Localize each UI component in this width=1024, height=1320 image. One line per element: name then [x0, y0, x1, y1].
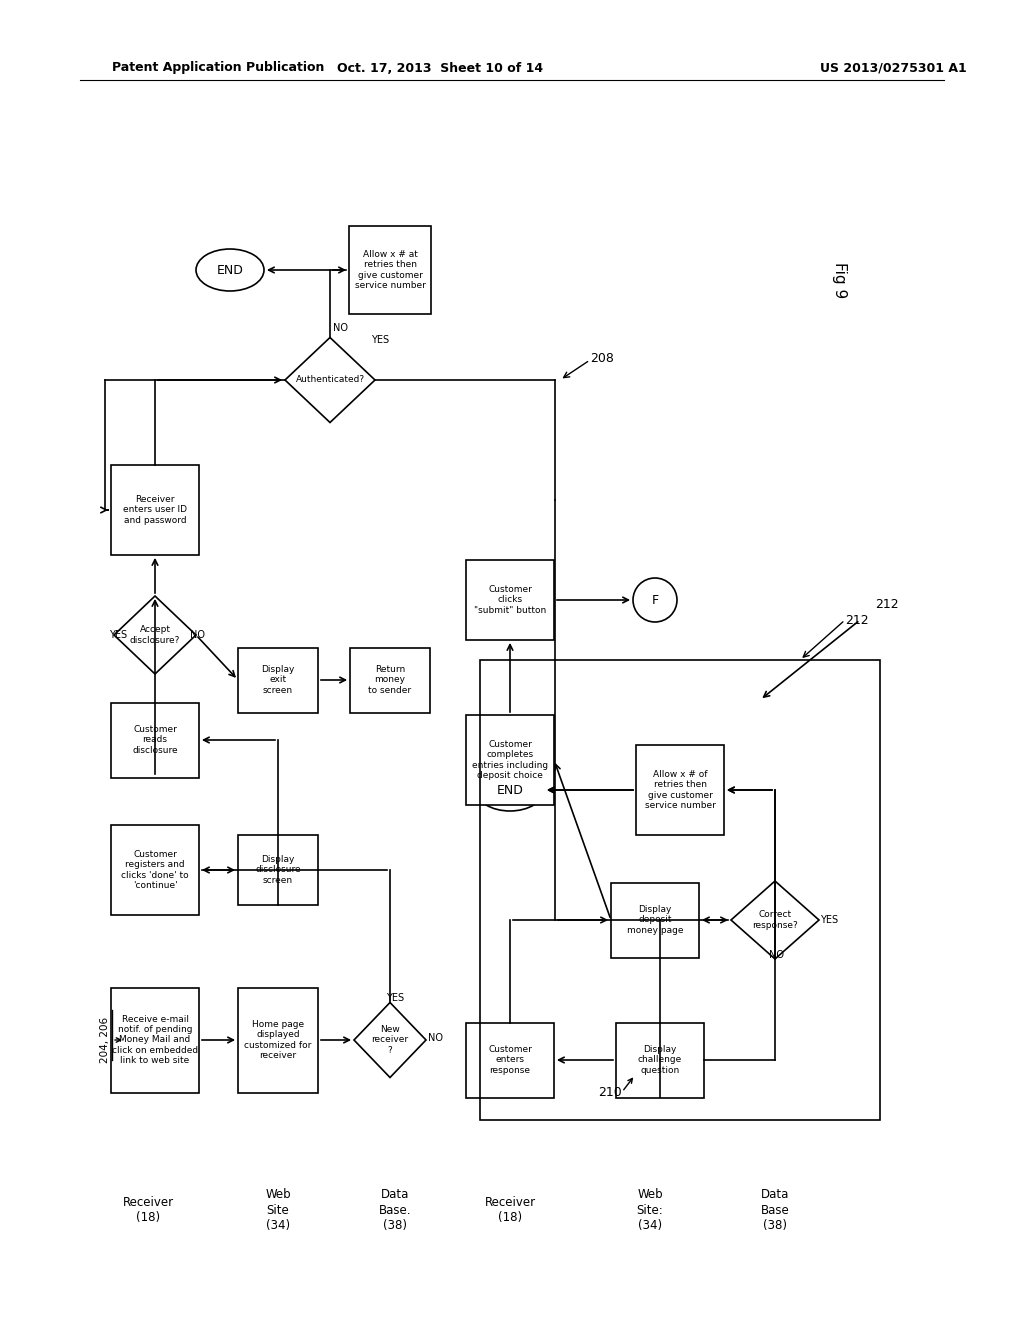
Text: Receiver
enters user ID
and password: Receiver enters user ID and password	[123, 495, 187, 525]
FancyBboxPatch shape	[466, 560, 554, 640]
Text: 212: 212	[874, 598, 899, 611]
Text: NO: NO	[428, 1034, 443, 1043]
Polygon shape	[731, 880, 819, 960]
FancyBboxPatch shape	[238, 836, 318, 906]
Ellipse shape	[196, 249, 264, 290]
Text: Correct
response?: Correct response?	[752, 911, 798, 929]
Ellipse shape	[476, 770, 544, 810]
Text: 212: 212	[845, 614, 868, 627]
FancyBboxPatch shape	[611, 883, 699, 957]
Text: F: F	[651, 594, 658, 606]
FancyBboxPatch shape	[636, 744, 724, 836]
Text: NO: NO	[333, 323, 348, 333]
FancyBboxPatch shape	[350, 648, 430, 713]
Text: YES: YES	[386, 993, 404, 1003]
Text: Web
Site:
(34): Web Site: (34)	[637, 1188, 664, 1232]
Text: Display
deposit
money page: Display deposit money page	[627, 906, 683, 935]
FancyBboxPatch shape	[111, 825, 199, 915]
FancyBboxPatch shape	[349, 226, 431, 314]
Text: Patent Application Publication: Patent Application Publication	[112, 62, 325, 74]
FancyBboxPatch shape	[238, 987, 318, 1093]
FancyBboxPatch shape	[238, 648, 318, 713]
Text: Receiver
(18): Receiver (18)	[484, 1196, 536, 1224]
Text: END: END	[497, 784, 523, 796]
Text: Fig 9: Fig 9	[833, 261, 848, 298]
Text: 208: 208	[590, 351, 613, 364]
Text: NO: NO	[190, 630, 205, 640]
FancyBboxPatch shape	[616, 1023, 705, 1097]
Text: Return
money
to sender: Return money to sender	[369, 665, 412, 694]
Text: Authenticated?: Authenticated?	[296, 375, 365, 384]
Text: 210: 210	[598, 1085, 622, 1098]
Polygon shape	[354, 1002, 426, 1077]
Text: Home page
displayed
customized for
receiver: Home page displayed customized for recei…	[245, 1020, 311, 1060]
Text: Display
challenge
question: Display challenge question	[638, 1045, 682, 1074]
Text: YES: YES	[820, 915, 838, 925]
Text: YES: YES	[109, 630, 127, 640]
FancyBboxPatch shape	[111, 702, 199, 777]
Text: Allow x # of
retries then
give customer
service number: Allow x # of retries then give customer …	[644, 770, 716, 810]
Polygon shape	[285, 338, 375, 422]
Text: Receiver
(18): Receiver (18)	[123, 1196, 173, 1224]
Text: Data
Base
(38): Data Base (38)	[761, 1188, 790, 1232]
Text: US 2013/0275301 A1: US 2013/0275301 A1	[820, 62, 967, 74]
Text: YES: YES	[371, 335, 389, 345]
Text: Receive e-mail
notif. of pending
Money Mail and
click on embedded
link to web si: Receive e-mail notif. of pending Money M…	[112, 1015, 198, 1065]
Circle shape	[633, 578, 677, 622]
Text: Web
Site
(34): Web Site (34)	[265, 1188, 291, 1232]
Text: 204, 206: 204, 206	[100, 1016, 110, 1063]
Text: Customer
enters
response: Customer enters response	[488, 1045, 531, 1074]
Text: New
receiver
?: New receiver ?	[372, 1026, 409, 1055]
FancyBboxPatch shape	[466, 715, 554, 805]
Text: Display
disclosure
screen: Display disclosure screen	[255, 855, 301, 884]
FancyBboxPatch shape	[111, 987, 199, 1093]
Text: Customer
clicks
"submit" button: Customer clicks "submit" button	[474, 585, 546, 615]
FancyBboxPatch shape	[111, 465, 199, 554]
Text: Accept
disclosure?: Accept disclosure?	[130, 626, 180, 644]
Text: Display
exit
screen: Display exit screen	[261, 665, 295, 694]
Text: Oct. 17, 2013  Sheet 10 of 14: Oct. 17, 2013 Sheet 10 of 14	[337, 62, 543, 74]
FancyBboxPatch shape	[466, 1023, 554, 1097]
Text: Customer
completes
entries including
deposit choice: Customer completes entries including dep…	[472, 741, 548, 780]
Text: Customer
reads
disclosure: Customer reads disclosure	[132, 725, 178, 755]
Text: END: END	[216, 264, 244, 276]
Text: Customer
registers and
clicks 'done' to
'continue': Customer registers and clicks 'done' to …	[121, 850, 188, 890]
Polygon shape	[114, 597, 196, 675]
Text: Allow x # at
retries then
give customer
service number: Allow x # at retries then give customer …	[354, 249, 425, 290]
Text: NO: NO	[768, 950, 783, 960]
Text: Data
Base.
(38): Data Base. (38)	[379, 1188, 412, 1232]
